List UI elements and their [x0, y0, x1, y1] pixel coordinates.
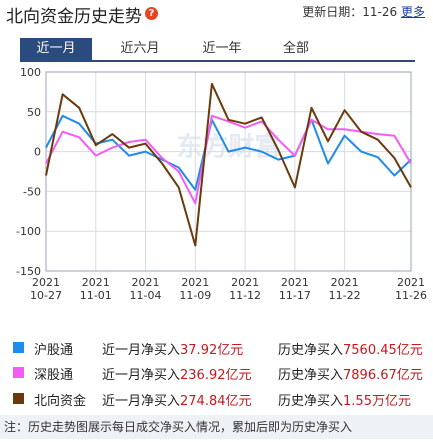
header: 北向资金历史走势 ? 更新日期：11-26 更多 — [0, 0, 433, 27]
legend-swatch-sh — [13, 342, 24, 353]
more-link[interactable]: 更多 — [400, 5, 425, 19]
y-tick-label: 100 — [20, 66, 41, 79]
legend-row-north: 北向资金 近一月净买入274.84亿元 历史净买入1.55万亿元 — [0, 388, 433, 410]
y-tick-label: -100 — [16, 225, 41, 238]
update-date: 11-26 — [362, 5, 398, 19]
x-tick-label-date: 11-09 — [179, 289, 211, 302]
month-value: 274.84亿元 — [180, 394, 252, 409]
tab-all[interactable]: 全部 — [282, 41, 309, 56]
legend-name: 深股通 — [34, 368, 74, 383]
series-line-0 — [45, 114, 412, 191]
month-value: 37.92亿元 — [180, 343, 244, 358]
x-tick-label-year: 2021 — [132, 276, 160, 289]
x-tick-label-date: 11-12 — [229, 289, 261, 302]
legend-history: 历史净买入1.55万亿元 — [278, 394, 411, 409]
x-tick-label-date: 11-01 — [80, 289, 112, 302]
x-tick-label-year: 2021 — [32, 276, 60, 289]
legend-swatch-sz — [13, 367, 24, 378]
legend-history: 历史净买入7896.67亿元 — [278, 368, 423, 383]
plot-area — [45, 71, 412, 272]
legend-name: 北向资金 — [34, 394, 87, 409]
legend-swatch-north — [13, 393, 24, 404]
update-info: 更新日期：11-26 更多 — [302, 3, 425, 20]
legend-history: 历史净买入7560.45亿元 — [278, 343, 423, 358]
range-tabs: 近一月 近六月 近一年 全部 — [20, 38, 415, 62]
series-line-1 — [45, 114, 412, 205]
x-tick-label-year: 2021 — [397, 276, 425, 289]
x-tick-label-year: 2021 — [331, 276, 359, 289]
x-tick-label-date: 11-17 — [279, 289, 311, 302]
legend-month: 近一月净买入37.92亿元 — [102, 343, 244, 358]
legend-row-sh: 沪股通 近一月净买入37.92亿元 历史净买入7560.45亿元 — [0, 337, 433, 359]
y-tick-label: -150 — [16, 265, 41, 278]
footnote: 注：历史走势图展示每日成交净买入情况，累加后即为历史净买入 — [0, 415, 433, 439]
month-value: 236.92亿元 — [180, 368, 252, 383]
x-tick-label-date: 11-22 — [329, 289, 361, 302]
tab-six-months[interactable]: 近六月 — [120, 41, 160, 56]
x-tick-label-year: 2021 — [82, 276, 110, 289]
watermark: 东方财富 — [176, 132, 280, 163]
tab-one-month[interactable]: 近一月 — [20, 38, 92, 60]
tab-one-year[interactable]: 近一年 — [202, 41, 242, 56]
y-tick-label: -50 — [23, 185, 41, 198]
x-tick-label-date: 10-27 — [30, 289, 62, 302]
help-icon[interactable]: ? — [145, 7, 158, 20]
hist-value: 7560.45亿元 — [343, 343, 423, 358]
legend-month: 近一月净买入274.84亿元 — [102, 394, 252, 409]
y-tick-label: 0 — [34, 146, 41, 159]
update-label: 更新日期： — [302, 5, 363, 19]
x-tick-label-year: 2021 — [281, 276, 309, 289]
page-title: 北向资金历史走势 — [6, 7, 142, 27]
legend-month: 近一月净买入236.92亿元 — [102, 368, 252, 383]
x-tick-label-year: 2021 — [181, 276, 209, 289]
x-tick-label-date: 11-26 — [395, 289, 427, 302]
y-tick-label: 50 — [27, 106, 41, 119]
hist-value: 7896.67亿元 — [343, 368, 423, 383]
series-line-2 — [45, 82, 412, 247]
x-tick-label-year: 2021 — [231, 276, 259, 289]
hist-value: 1.55万亿元 — [343, 394, 411, 409]
legend-name: 沪股通 — [34, 343, 74, 358]
x-tick-label-date: 11-04 — [130, 289, 162, 302]
net-inflow-chart: 东方财富100500-50-100-150202110-27202111-012… — [16, 66, 427, 302]
legend-row-sz: 深股通 近一月净买入236.92亿元 历史净买入7896.67亿元 — [0, 362, 433, 384]
